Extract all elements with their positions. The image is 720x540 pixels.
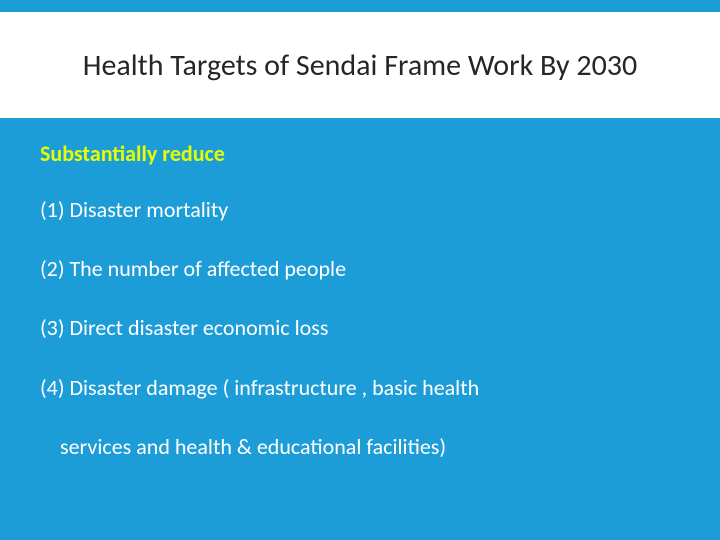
list-item: (1) Disaster mortality [40, 191, 680, 228]
content-area: Substantially reduce (1) Disaster mortal… [40, 140, 680, 520]
list-item: (2) The number of affected people [40, 250, 680, 287]
list-item: (3) Direct disaster economic loss [40, 309, 680, 346]
title-bar: Health Targets of Sendai Frame Work By 2… [0, 12, 720, 118]
list-item-continuation: services and health & educational facili… [40, 428, 680, 465]
list-item: (4) Disaster damage ( infrastructure , b… [40, 369, 680, 406]
intro-text: Substantially reduce [40, 140, 680, 169]
slide-title: Health Targets of Sendai Frame Work By 2… [33, 46, 687, 85]
